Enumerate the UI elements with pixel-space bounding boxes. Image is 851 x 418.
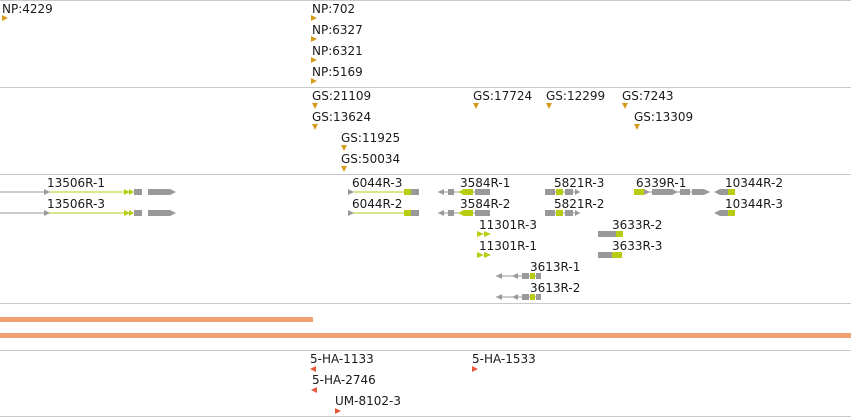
- feature-arrow-icon: [341, 145, 347, 151]
- gs-feature-label: GS:50034: [341, 152, 401, 166]
- transcript-10344R-2[interactable]: [714, 189, 735, 195]
- track-separator: [0, 0, 851, 1]
- transcript-label[interactable]: 5821R-2: [554, 197, 605, 211]
- feature-arrow-icon: [473, 103, 479, 109]
- transcript-label[interactable]: 3613R-1: [530, 260, 581, 274]
- transcript-3613R-2[interactable]: [496, 294, 541, 300]
- transcript-5821R-2[interactable]: [545, 210, 580, 216]
- transcript-3584R-1[interactable]: [438, 189, 490, 195]
- np-feature-label: NP:702: [312, 2, 356, 16]
- transcript-5821R-3[interactable]: [545, 189, 580, 195]
- transcript-track: 13506R-1 13506R-3 6044R-3 6044R-2 3584R-…: [0, 176, 783, 300]
- np-feature-label: NP:6321: [312, 44, 363, 58]
- transcript-label[interactable]: 11301R-3: [479, 218, 537, 232]
- variant-label: 5-HA-1533: [472, 352, 536, 366]
- transcript-6339R-1[interactable]: [634, 189, 710, 195]
- transcript-label[interactable]: 3584R-1: [460, 176, 511, 190]
- feature-arrow-icon: [311, 78, 317, 84]
- transcript-11301R-1[interactable]: [477, 252, 491, 258]
- transcript-3633R-3[interactable]: [598, 252, 622, 258]
- transcript-13506R-1[interactable]: [0, 189, 176, 195]
- transcript-3613R-1[interactable]: [496, 273, 541, 279]
- transcript-label[interactable]: 3633R-2: [612, 218, 663, 232]
- transcript-6044R-3[interactable]: [348, 189, 419, 195]
- transcript-label[interactable]: 5821R-3: [554, 176, 605, 190]
- feature-arrow-icon: [341, 166, 347, 172]
- np-feature-label: NP:6327: [312, 23, 363, 37]
- feature-arrow-icon: [312, 103, 318, 109]
- gs-track: GS:21109 GS:13624 GS:11925 GS:50034 GS:1…: [0, 0, 851, 174]
- transcript-label[interactable]: 11301R-1: [479, 239, 537, 253]
- variant-arrow-icon: [310, 366, 316, 372]
- variant-label: 5-HA-1133: [310, 352, 374, 366]
- transcript-label[interactable]: 6339R-1: [636, 176, 687, 190]
- track-separator: [0, 303, 851, 304]
- np-feature-label: NP:4229: [2, 2, 53, 16]
- gs-feature-label: GS:17724: [473, 89, 533, 103]
- track-separator: [0, 87, 851, 88]
- transcript-6044R-2[interactable]: [348, 210, 419, 216]
- gs-feature-label: GS:12299: [546, 89, 606, 103]
- np-feature-label: NP:5169: [312, 65, 363, 79]
- gs-feature-label: GS:13624: [312, 110, 372, 124]
- transcript-label[interactable]: 10344R-2: [725, 176, 783, 190]
- transcript-label[interactable]: 13506R-1: [47, 176, 105, 190]
- gs-feature-label: GS:21109: [312, 89, 372, 103]
- transcript-10344R-3[interactable]: [714, 210, 735, 216]
- transcript-label[interactable]: 3584R-2: [460, 197, 511, 211]
- transcript-label[interactable]: 6044R-3: [352, 176, 403, 190]
- feature-arrow-icon: [311, 36, 317, 42]
- track-separator: [0, 350, 851, 351]
- transcript-3584R-2[interactable]: [438, 210, 490, 216]
- track-separator: [0, 174, 851, 175]
- variant-arrow-icon: [311, 387, 317, 393]
- gs-feature-label: GS:11925: [341, 131, 401, 145]
- coverage-bar[interactable]: [0, 333, 851, 338]
- variant-label: UM-8102-3: [335, 394, 401, 408]
- transcript-11301R-3[interactable]: [477, 231, 491, 237]
- coverage-bar[interactable]: [0, 317, 313, 322]
- transcript-13506R-3[interactable]: [0, 210, 176, 216]
- transcript-label[interactable]: 10344R-3: [725, 197, 783, 211]
- np-track: NP:4229 NP:702 NP:6327 NP:6321 NP:5169: [0, 0, 851, 87]
- track-separator: [0, 416, 851, 417]
- variant-label: 5-HA-2746: [312, 373, 376, 387]
- transcript-models: [0, 189, 735, 300]
- coverage-track: [0, 303, 851, 350]
- variant-arrow-icon: [335, 408, 341, 414]
- feature-arrow-icon: [311, 15, 317, 21]
- feature-arrow-icon: [634, 124, 640, 130]
- feature-arrow-icon: [311, 57, 317, 63]
- gs-feature-label: GS:13309: [634, 110, 694, 124]
- feature-arrow-icon: [546, 103, 552, 109]
- transcript-3633R-2[interactable]: [598, 231, 623, 237]
- gs-feature-label: GS:7243: [622, 89, 674, 103]
- variant-arrow-icon: [472, 366, 478, 372]
- transcript-label[interactable]: 3633R-3: [612, 239, 663, 253]
- feature-arrow-icon: [312, 124, 318, 130]
- transcript-label[interactable]: 3613R-2: [530, 281, 581, 295]
- transcript-label[interactable]: 6044R-2: [352, 197, 403, 211]
- feature-arrow-icon: [622, 103, 628, 109]
- transcript-label[interactable]: 13506R-3: [47, 197, 105, 211]
- feature-arrow-icon: [2, 15, 8, 21]
